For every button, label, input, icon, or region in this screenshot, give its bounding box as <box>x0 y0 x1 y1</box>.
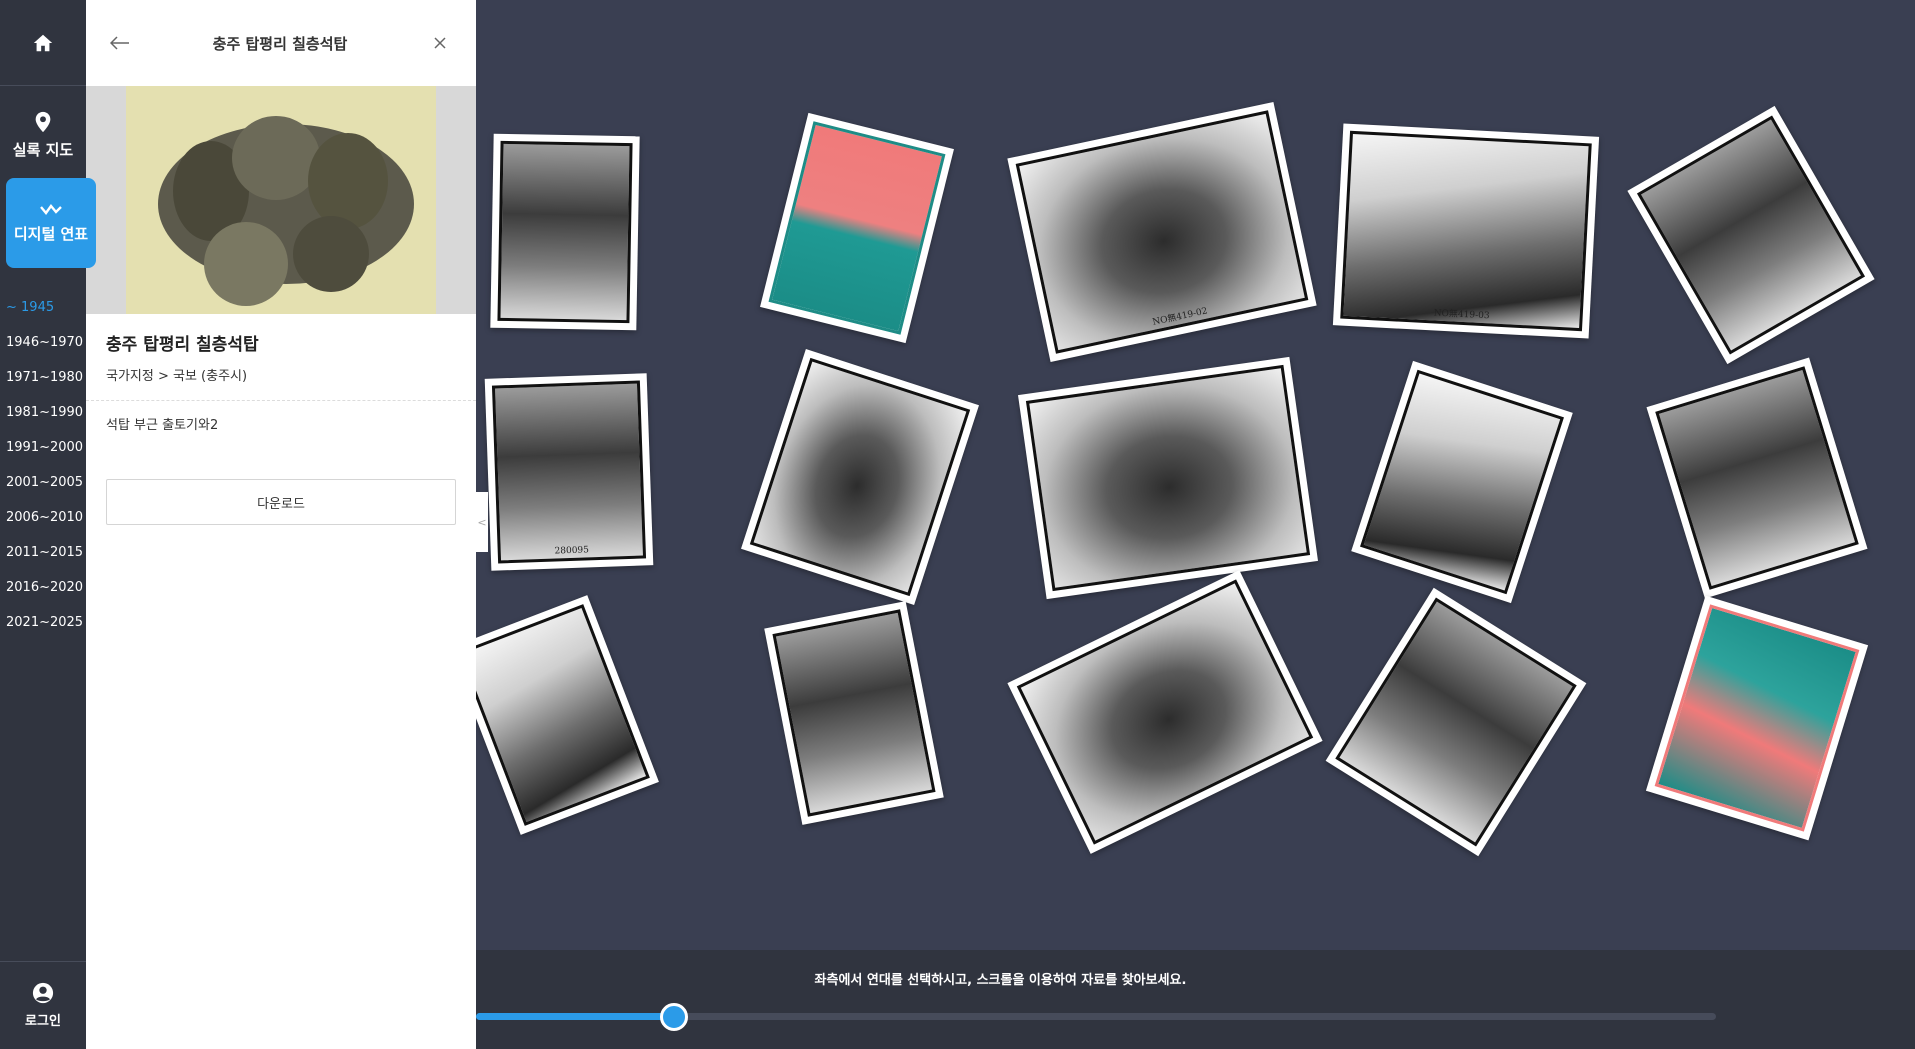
map-nav-label: 실록 지도 <box>12 140 74 159</box>
photo-card[interactable] <box>1646 357 1868 599</box>
artifact-category: 국가지정 > 국보 (충주시) <box>86 355 476 401</box>
detail-panel: 충주 탑평리 칠층석탑 충주 탑평리 칠층석탑 국가지정 > 국보 (충주시) … <box>86 0 476 1049</box>
map-nav-button[interactable]: 실록 지도 <box>0 100 86 170</box>
year-item[interactable]: 2006~2010 <box>6 510 84 525</box>
photo-card[interactable] <box>741 349 979 605</box>
close-button[interactable] <box>428 31 452 55</box>
panel-title: 충주 탑평리 칠층석탑 <box>212 34 348 53</box>
back-button[interactable] <box>108 31 132 55</box>
home-button[interactable] <box>0 0 86 86</box>
year-item[interactable]: 2021~2025 <box>6 615 84 630</box>
photo-card[interactable]: NO無419-03 <box>1332 123 1600 339</box>
user-icon <box>32 982 54 1004</box>
photo-card[interactable] <box>490 133 640 331</box>
download-button[interactable]: 다운로드 <box>106 479 456 525</box>
photo-card[interactable]: 280095 <box>484 373 654 571</box>
year-item[interactable]: 2016~2020 <box>6 580 84 595</box>
photo-card[interactable] <box>1351 360 1573 604</box>
timeline-bar: 좌측에서 연대를 선택하시고, 스크롤을 이용하여 자료를 찾아보세요. <box>476 950 1915 1049</box>
login-label: 로그인 <box>25 1014 61 1029</box>
year-item[interactable]: 1991~2000 <box>6 440 84 455</box>
panel-header: 충주 탑평리 칠층석탑 <box>86 0 476 86</box>
year-item[interactable]: 1981~1990 <box>6 405 84 420</box>
photo-card[interactable] <box>760 112 954 344</box>
home-icon <box>33 34 53 51</box>
photo-card[interactable] <box>1325 587 1587 857</box>
artifact-image[interactable] <box>86 86 476 314</box>
photo-card[interactable]: NO無419-02 <box>1007 101 1317 363</box>
photo-gallery: NO無419-02 NO無419-03 280095 <box>476 0 1915 950</box>
artifact-description: 석탑 부근 출토기와2 <box>106 418 219 433</box>
map-pin-icon <box>35 111 51 132</box>
timeline-slider-handle[interactable] <box>660 1003 688 1031</box>
photo-caption: NO無419-03 <box>1433 308 1490 322</box>
photo-card[interactable] <box>764 601 944 825</box>
timeline-track[interactable] <box>476 1013 1716 1020</box>
photo-card[interactable] <box>1645 595 1869 841</box>
left-rail: 실록 지도 디지털 연표 ~ 1945 1946~1970 1971~1980 … <box>0 0 96 1049</box>
chevron-left-icon: < <box>477 515 487 529</box>
photo-card[interactable] <box>1627 105 1875 365</box>
year-item[interactable]: 1971~1980 <box>6 370 84 385</box>
login-button[interactable]: 로그인 <box>0 961 86 1049</box>
timeline-nav-button[interactable]: 디지털 연표 <box>6 178 96 268</box>
photo-caption: 280095 <box>554 545 590 557</box>
photo-card[interactable] <box>1007 570 1323 854</box>
photo-card[interactable] <box>476 595 659 835</box>
photo-card[interactable] <box>1017 356 1319 600</box>
arrow-left-icon <box>110 36 129 50</box>
year-item[interactable]: 2001~2005 <box>6 475 84 490</box>
artifact-name: 충주 탑평리 칠층석탑 <box>106 335 259 355</box>
timeline-nav-label: 디지털 연표 <box>13 224 89 243</box>
artifact-photo <box>126 86 436 314</box>
year-item[interactable]: 2011~2015 <box>6 545 84 560</box>
timeline-icon <box>40 203 62 215</box>
year-item[interactable]: ~ 1945 <box>6 300 55 315</box>
year-list: ~ 1945 1946~1970 1971~1980 1981~1990 199… <box>0 290 86 640</box>
photo-caption: NO無419-02 <box>1151 306 1209 328</box>
timeline-hint: 좌측에서 연대를 선택하시고, 스크롤을 이용하여 자료를 찾아보세요. <box>814 973 1187 988</box>
collapse-panel-button[interactable]: < <box>476 492 488 552</box>
year-item[interactable]: 1946~1970 <box>6 335 84 350</box>
close-icon <box>434 37 446 49</box>
timeline-progress <box>476 1013 674 1020</box>
